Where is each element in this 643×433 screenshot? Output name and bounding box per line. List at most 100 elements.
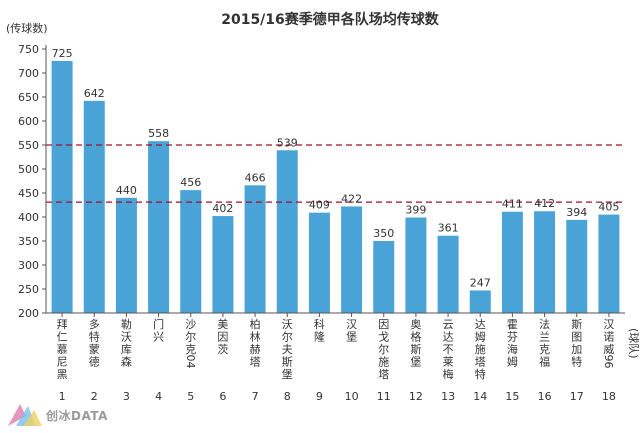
bar xyxy=(83,100,105,313)
x-tick-label-char: 森 xyxy=(121,355,132,369)
team-rank-label: 5 xyxy=(187,390,194,403)
bar xyxy=(501,211,523,313)
x-tick-label-char: 沃 xyxy=(121,331,132,344)
bar-value-label: 405 xyxy=(598,201,619,214)
x-tick-label-char: 堡 xyxy=(346,330,357,344)
bar xyxy=(276,150,298,313)
bar xyxy=(566,219,588,313)
x-tick-label-char: 尼 xyxy=(57,356,68,369)
bar-value-label: 411 xyxy=(502,198,523,211)
x-tick-label-char: 拜 xyxy=(57,318,68,331)
x-tick-label-char: 尔 xyxy=(185,331,196,344)
team-rank-label: 3 xyxy=(123,390,130,403)
bar xyxy=(244,185,266,313)
x-tick-label-char: 汉 xyxy=(346,318,357,331)
x-tick-label-char: 加 xyxy=(571,343,582,356)
logo-icon xyxy=(8,404,42,426)
x-tick-label-char: 梅 xyxy=(443,367,454,381)
y-axis-ticks: 200 250 300 350 400 450 500 550 600 650 700 750 xyxy=(18,43,46,320)
bar xyxy=(437,235,459,313)
x-tick-label-char: 德 xyxy=(89,355,100,369)
x-tick-label-char: 夫 xyxy=(282,343,293,356)
x-tick-label-char: 因 xyxy=(378,318,389,331)
y-tick-label: 400 xyxy=(18,211,39,224)
watermark-logo: 创冰DATA xyxy=(6,398,136,430)
x-tick-label-char: 门 xyxy=(153,317,164,331)
x-tick-label-char: 多 xyxy=(89,317,100,331)
bar xyxy=(180,190,202,313)
x-axis-label: (球队) xyxy=(627,328,641,359)
y-axis-label: (传球数) xyxy=(6,21,48,35)
team-rank-label: 8 xyxy=(284,390,291,403)
bar-value-label: 247 xyxy=(470,276,491,289)
x-tick-label-char: 沙 xyxy=(185,318,196,331)
x-axis-labels: 拜仁慕尼黑1多特蒙德2勒沃库森3门兴4沙尔克045美因茨6柏林赫塔7沃尔夫斯堡8… xyxy=(57,313,616,403)
team-rank-label: 14 xyxy=(473,390,487,403)
x-tick-label-char: 福 xyxy=(539,355,550,369)
bar-value-label: 642 xyxy=(84,87,105,100)
bar xyxy=(51,61,73,313)
x-tick-label-char: 莱 xyxy=(443,356,454,369)
x-tick-label-char: 林 xyxy=(250,330,261,344)
bar-value-label: 422 xyxy=(341,192,362,205)
bars xyxy=(51,61,620,313)
bar-value-label: 409 xyxy=(309,199,330,212)
x-tick-label-char: 戈 xyxy=(378,331,389,344)
x-tick-label-char: 海 xyxy=(507,342,518,356)
x-tick-label-char: 塔 xyxy=(475,356,486,369)
bar-value-label: 466 xyxy=(245,171,266,184)
bar xyxy=(115,197,137,313)
x-tick-label-char: 格 xyxy=(410,330,421,344)
bar-value-label: 725 xyxy=(52,47,73,60)
x-tick-label-char: 斯 xyxy=(282,356,293,369)
bar-value-label: 412 xyxy=(534,197,555,210)
x-tick-label-char: 茨 xyxy=(217,342,228,356)
x-tick-label-char: 达 xyxy=(443,331,454,344)
x-tick-label-char: 沃 xyxy=(282,318,293,331)
x-tick-label-char: 达 xyxy=(475,318,486,331)
bar xyxy=(308,212,330,313)
x-tick-label-char: 施 xyxy=(475,343,486,356)
team-rank-label: 6 xyxy=(219,390,226,403)
logo-text: 创冰DATA xyxy=(46,409,108,423)
x-tick-label: 美因茨 xyxy=(217,318,228,356)
bar xyxy=(534,211,556,313)
x-tick-label-char: 黑 xyxy=(57,368,68,381)
x-tick-label-char: 隆 xyxy=(314,330,325,344)
x-tick-label-char: 威 xyxy=(603,343,614,356)
x-tick-label-char: 特 xyxy=(89,330,100,344)
y-tick-label: 250 xyxy=(18,283,39,296)
bar-value-label: 456 xyxy=(180,176,201,189)
y-tick-label: 750 xyxy=(18,43,39,56)
x-tick-label-char: 赫 xyxy=(250,343,261,356)
x-tick-label-char: 科 xyxy=(314,317,325,331)
x-tick-label-char: 斯 xyxy=(410,343,421,356)
y-tick-label: 500 xyxy=(18,163,39,176)
x-tick-label-char: 库 xyxy=(121,343,132,356)
team-rank-label: 10 xyxy=(345,390,359,403)
reference-lines xyxy=(46,144,625,203)
bar-value-label: 361 xyxy=(438,222,459,235)
x-tick-label-char: 姆 xyxy=(507,355,518,369)
bar xyxy=(373,241,395,313)
chart-title: 2015/16赛季德甲各队场均传球数 xyxy=(221,11,440,28)
x-tick-label-char: 诺 xyxy=(603,331,614,344)
bar-value-label: 402 xyxy=(212,202,233,215)
team-rank-label: 9 xyxy=(316,390,323,403)
bar-value-label: 440 xyxy=(116,184,137,197)
x-tick-label-char: 勒 xyxy=(121,318,132,331)
x-tick-label-char: 不 xyxy=(443,343,454,356)
x-tick-label-char: 克 xyxy=(185,343,196,356)
bar-value-label: 539 xyxy=(277,136,298,149)
y-tick-label: 200 xyxy=(18,307,39,320)
